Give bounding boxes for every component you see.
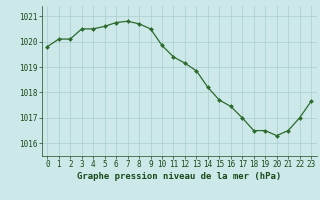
X-axis label: Graphe pression niveau de la mer (hPa): Graphe pression niveau de la mer (hPa) xyxy=(77,172,281,181)
